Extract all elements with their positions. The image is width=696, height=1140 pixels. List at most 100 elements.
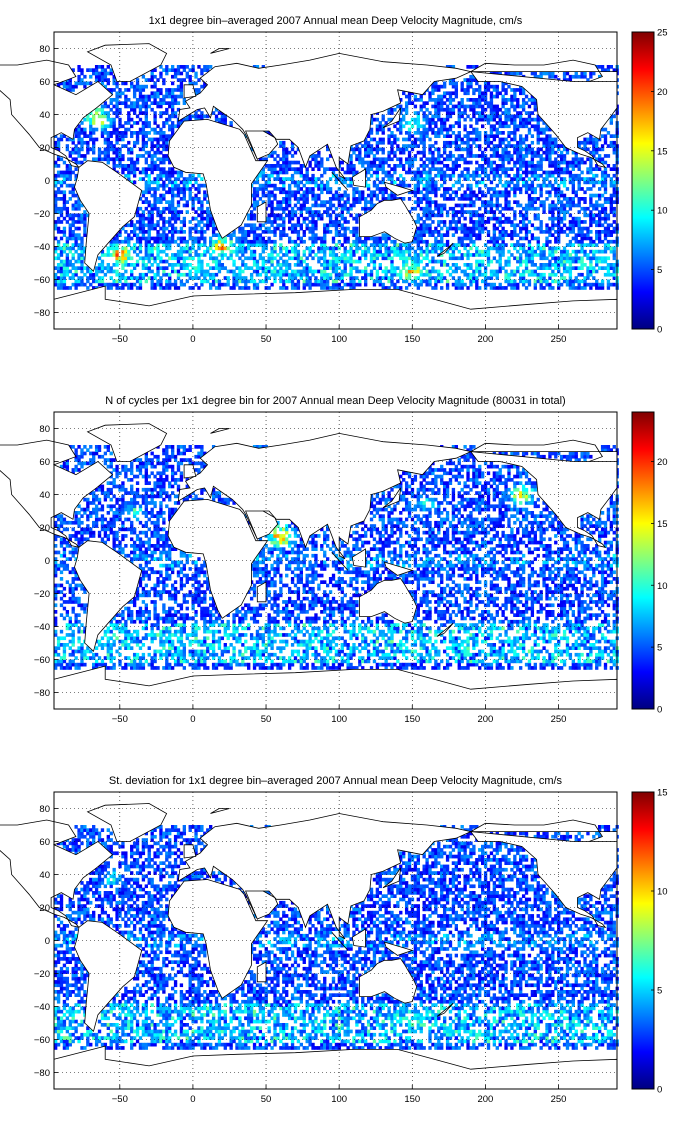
heatmap-cell — [130, 150, 134, 155]
heatmap-cell — [407, 144, 412, 148]
heatmap-cell — [539, 266, 543, 270]
heatmap-cell — [539, 223, 543, 228]
heatmap-cell — [56, 157, 61, 162]
heatmap-cell — [182, 263, 187, 267]
heatmap-cell — [56, 256, 61, 261]
heatmap-cell — [501, 226, 505, 231]
heatmap-cell — [147, 236, 151, 241]
heatmap-cell — [369, 117, 374, 122]
heatmap-cell — [106, 140, 110, 145]
heatmap-cell — [255, 193, 260, 198]
heatmap-cell — [442, 263, 447, 267]
heatmap-cell — [603, 226, 608, 231]
heatmap-cell — [381, 243, 385, 247]
heatmap-cell — [428, 190, 432, 195]
heatmap-cell — [168, 124, 172, 129]
heatmap-cell — [536, 279, 540, 284]
heatmap-cell — [135, 167, 140, 171]
heatmap-cell — [223, 236, 227, 241]
heatmap-cell — [559, 170, 564, 175]
heatmap-cell — [524, 170, 529, 175]
heatmap-cell — [296, 249, 301, 254]
heatmap-cell — [442, 164, 447, 168]
heatmap-cell — [431, 249, 435, 254]
heatmap-cell — [396, 137, 400, 142]
heatmap-cell — [358, 259, 362, 264]
heatmap-cell — [141, 170, 146, 175]
heatmap-cell — [489, 180, 494, 185]
heatmap-cell — [314, 223, 318, 228]
heatmap-cell — [124, 269, 128, 274]
heatmap-cell — [519, 160, 523, 165]
heatmap-cell — [583, 137, 587, 142]
heatmap-cell — [600, 160, 605, 165]
heatmap-cell — [472, 233, 476, 237]
heatmap-cell — [381, 236, 385, 241]
heatmap-cell — [314, 220, 318, 224]
heatmap-cell — [138, 279, 143, 284]
heatmap-cell — [437, 187, 441, 191]
heatmap-cell — [498, 167, 502, 171]
heatmap-cell — [422, 239, 426, 244]
heatmap-cell — [147, 216, 151, 221]
heatmap-cell — [504, 272, 508, 277]
heatmap-cell — [595, 220, 599, 224]
heatmap-cell — [168, 206, 172, 211]
heatmap-cell — [440, 210, 444, 214]
heatmap-cell — [264, 269, 268, 274]
heatmap-cell — [211, 266, 216, 270]
heatmap-cell — [489, 272, 494, 277]
heatmap-cell — [492, 150, 497, 155]
heatmap-cell — [396, 183, 400, 188]
heatmap-cell — [416, 269, 420, 274]
heatmap-cell — [273, 177, 277, 181]
heatmap-cell — [372, 266, 377, 270]
heatmap-cell — [179, 239, 184, 244]
heatmap-cell — [510, 206, 514, 211]
heatmap-cell — [489, 124, 494, 129]
heatmap-cell — [159, 233, 163, 237]
heatmap-cell — [510, 282, 514, 287]
heatmap-cell — [168, 117, 172, 122]
heatmap-cell — [366, 164, 371, 168]
heatmap-cell — [311, 216, 315, 221]
heatmap-cell — [387, 117, 391, 122]
heatmap-cell — [483, 193, 488, 198]
heatmap-cell — [387, 170, 391, 175]
heatmap-cell — [548, 160, 552, 165]
heatmap-cell — [127, 282, 131, 287]
heatmap-cell — [533, 282, 537, 287]
heatmap-cell — [489, 200, 494, 204]
heatmap-cell — [501, 147, 505, 152]
heatmap-cell — [258, 157, 263, 162]
heatmap-cell — [507, 193, 511, 198]
heatmap-cell — [276, 263, 280, 267]
heatmap-cell — [358, 246, 362, 251]
heatmap-cell — [165, 154, 169, 158]
heatmap-cell — [97, 266, 102, 270]
heatmap-cell — [612, 114, 616, 119]
heatmap-cell — [130, 131, 134, 135]
heatmap-cell — [74, 134, 78, 138]
heatmap-cell — [422, 230, 426, 234]
heatmap-cell — [524, 269, 529, 274]
heatmap-cell — [238, 272, 242, 277]
heatmap-cell — [325, 200, 330, 204]
heatmap-cell — [296, 269, 301, 274]
heatmap-cell — [358, 160, 362, 165]
heatmap-cell — [223, 121, 227, 125]
heatmap-cell — [498, 216, 502, 221]
heatmap-cell — [74, 160, 78, 165]
heatmap-cell — [568, 263, 573, 267]
heatmap-cell — [393, 134, 397, 138]
heatmap-cell — [141, 144, 146, 148]
heatmap-cell — [507, 144, 511, 148]
heatmap-cell — [440, 177, 444, 181]
heatmap-cell — [287, 216, 292, 221]
heatmap-cell — [74, 266, 78, 270]
heatmap-cell — [589, 223, 593, 228]
heatmap-cell — [445, 134, 450, 138]
heatmap-cell — [197, 266, 201, 270]
heatmap-cell — [235, 236, 239, 241]
heatmap-cell — [132, 282, 137, 287]
